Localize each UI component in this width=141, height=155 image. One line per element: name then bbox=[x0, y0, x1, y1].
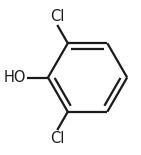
Text: HO: HO bbox=[4, 70, 26, 85]
Text: Cl: Cl bbox=[50, 131, 64, 146]
Text: Cl: Cl bbox=[50, 9, 64, 24]
